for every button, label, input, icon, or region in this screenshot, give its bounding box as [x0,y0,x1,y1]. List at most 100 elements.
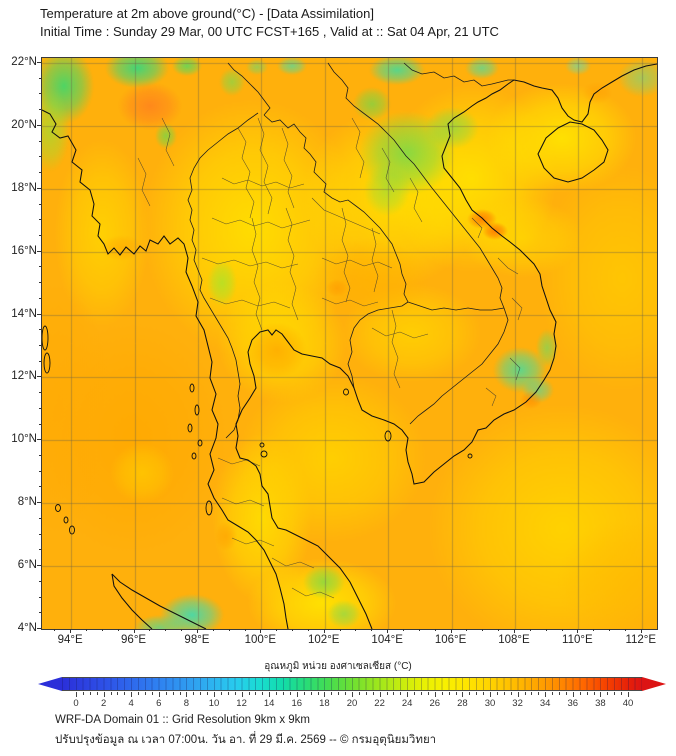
lon-minor-tick [529,629,531,631]
cbar-minor-tick [538,692,540,695]
cbar-minor-tick [427,692,429,695]
lon-major-tick [577,629,579,633]
colorbar-over-range-arrow [642,677,666,691]
lon-minor-tick [54,629,56,631]
cbar-major-tick [131,692,133,697]
cbar-minor-tick [421,692,422,695]
colorbar-gradient-bar [62,677,642,691]
lat-minor-tick [39,517,41,519]
cbar-tick-label-22: 22 [374,698,385,709]
lon-major-tick [133,629,135,633]
lat-label-22: 22°N [11,56,37,69]
cbar-minor-tick [179,692,181,695]
cbar-minor-tick [455,692,457,695]
lon-minor-tick [434,629,436,631]
lon-minor-tick [212,629,214,631]
cbar-tick-label-16: 16 [291,698,303,709]
cbar-tick-label-14: 14 [263,698,275,709]
cbar-minor-tick [193,692,195,695]
lat-minor-tick [39,156,41,158]
lon-label-106: 106°E [434,634,467,646]
lat-minor-tick [39,596,41,598]
cbar-major-tick [600,692,602,697]
cbar-minor-tick [283,692,284,695]
lat-minor-tick [39,203,41,205]
cbar-minor-tick [510,692,512,695]
lon-label-110: 110°E [562,634,593,646]
lat-minor-tick [39,407,41,409]
page-title: Temperature at 2m above ground(°C) - [Da… [40,6,374,21]
cbar-minor-tick [331,692,333,695]
lat-minor-tick [39,423,41,425]
cbar-minor-tick [579,692,581,695]
lon-minor-tick [561,629,563,631]
lat-minor-tick [39,172,41,174]
cbar-minor-tick [386,692,388,695]
lon-minor-tick [355,629,357,631]
lat-minor-tick [39,392,41,394]
lon-minor-tick [482,629,484,631]
lat-minor-tick [39,219,41,221]
lat-major-tick [37,187,41,189]
cbar-minor-tick [483,692,485,695]
lon-minor-tick [228,629,230,631]
cbar-minor-tick [531,692,533,695]
cbar-minor-tick [172,692,174,695]
cbar-tick-label-38: 38 [595,698,606,709]
lat-label-12: 12°N [11,370,37,383]
cbar-minor-tick [448,692,450,695]
cbar-minor-tick [372,692,374,695]
lon-minor-tick [339,629,341,631]
cbar-tick-label-12: 12 [236,698,247,709]
lat-label-18: 18°N [11,181,37,194]
cbar-major-tick [158,692,160,697]
lat-major-tick [37,565,41,567]
footer-update-info: ปรับปรุงข้อมูล ณ เวลา 07:00น. วัน อา. ที… [55,734,437,746]
cbar-major-tick [517,692,519,697]
cbar-minor-tick [338,692,340,695]
lon-label-108: 108°E [498,634,530,646]
lat-minor-tick [39,109,41,111]
lat-major-tick [37,627,41,629]
cbar-minor-tick [503,692,505,695]
lat-minor-tick [39,93,41,95]
lat-minor-tick [39,266,41,268]
cbar-major-tick [434,692,436,697]
cbar-minor-tick [110,692,112,695]
lat-major-tick [37,502,41,504]
cbar-minor-tick [151,692,153,695]
cbar-minor-tick [476,692,478,695]
lat-label-6: 6°N [17,559,37,572]
colorbar [38,677,668,691]
lat-label-20: 20°N [11,118,37,131]
cbar-minor-tick [145,692,146,695]
lon-minor-tick [545,629,547,631]
cbar-major-tick [379,692,381,697]
lon-minor-tick [149,629,151,631]
lon-minor-tick [498,629,500,631]
cbar-tick-label-40: 40 [622,698,634,709]
cbar-minor-tick [96,692,98,695]
cbar-major-tick [214,692,215,697]
cbar-tick-label-20: 20 [346,698,358,709]
cbar-minor-tick [365,692,367,695]
lat-minor-tick [39,549,41,551]
cbar-major-tick [628,692,629,697]
lon-minor-tick [403,629,404,631]
lon-minor-tick [593,629,595,631]
lat-label-8: 8°N [17,496,37,509]
lon-major-tick [323,629,325,633]
lon-minor-tick [609,629,611,631]
cbar-minor-tick [234,692,236,695]
lon-major-tick [513,629,515,633]
lat-major-tick [37,439,41,441]
cbar-minor-tick [345,692,347,695]
cbar-minor-tick [89,692,91,695]
lat-minor-tick [39,470,41,472]
cbar-minor-tick [469,692,471,695]
lat-major-tick [37,124,41,126]
lat-minor-tick [39,234,41,236]
cbar-tick-label-24: 24 [401,698,413,709]
cbar-minor-tick [614,692,616,695]
lat-major-tick [37,376,41,378]
